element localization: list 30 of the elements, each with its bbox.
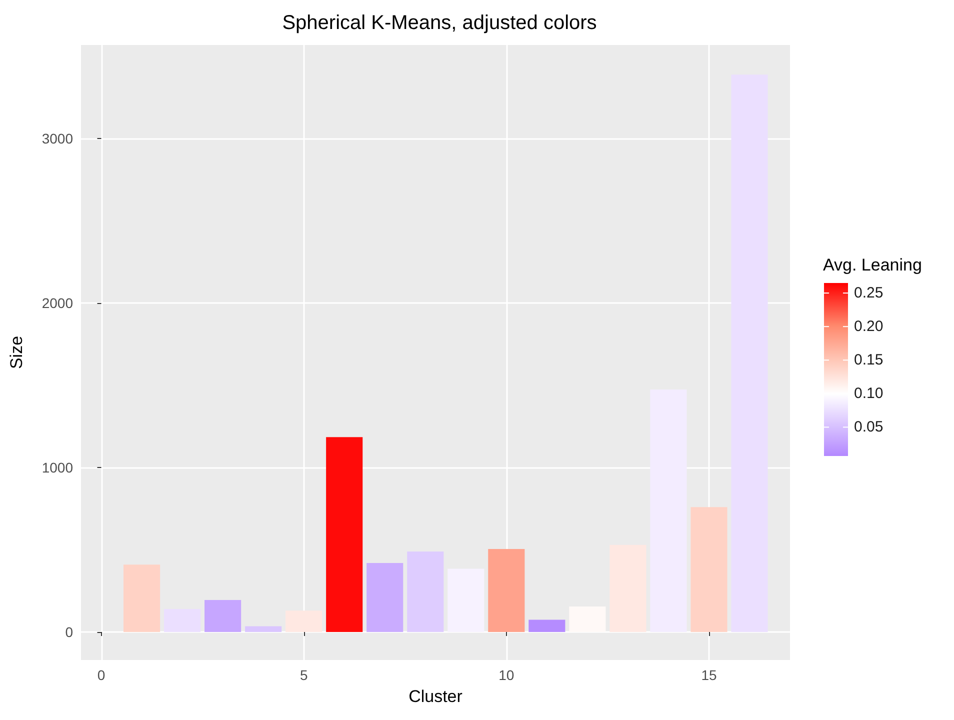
y-axis-title: Size: [7, 336, 26, 370]
bar: [690, 507, 728, 632]
y-tick-label: 1000: [42, 460, 74, 476]
y-tick-label: 3000: [42, 130, 74, 147]
color-bar-label: 0.10: [854, 385, 884, 402]
x-axis-title: Cluster: [408, 687, 463, 706]
bar: [731, 74, 768, 632]
bar: [366, 562, 404, 632]
x-tick-label: 0: [97, 667, 106, 683]
bar: [164, 609, 201, 632]
bar: [286, 610, 322, 632]
chart-title: Spherical K-Means, adjusted colors: [282, 12, 597, 34]
color-bar-label: 0.15: [854, 352, 884, 369]
bar: [204, 600, 242, 632]
bar: [245, 626, 282, 632]
color-bar-title: Avg. Leaning: [823, 256, 922, 274]
color-bar-label: 0.05: [854, 418, 884, 436]
bar: [610, 544, 646, 632]
bar: [528, 620, 566, 632]
color-bar-label: 0.25: [854, 284, 884, 302]
y-tick-label: 0: [65, 624, 74, 640]
x-tick-label: 10: [498, 667, 514, 683]
x-tick-label: 15: [701, 667, 717, 683]
y-tick-label: 2000: [42, 295, 74, 312]
bar: [488, 549, 525, 632]
bar: [123, 564, 160, 632]
bar: [407, 551, 444, 632]
bar: [326, 437, 363, 632]
x-tick-label: 5: [300, 667, 308, 683]
color-bar-label: 0.20: [854, 318, 884, 336]
